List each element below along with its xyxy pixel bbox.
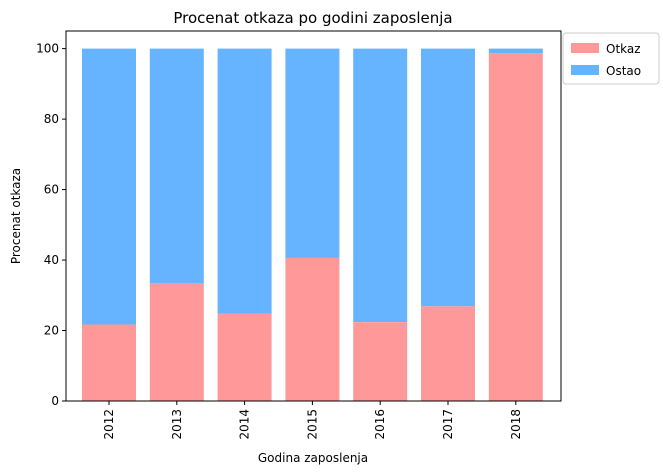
plot-frame <box>65 30 562 402</box>
y-axis-ticks: 0 20 40 60 80 100 <box>36 42 66 408</box>
bar-ostao-2018 <box>488 48 543 54</box>
bar-otkaz-2012 <box>82 324 136 401</box>
bar-ostao-2017 <box>421 48 475 307</box>
bar-otkaz-2014 <box>217 313 272 401</box>
y-tick-label: 80 <box>44 112 59 126</box>
legend-label-ostao: Ostao <box>606 64 641 78</box>
chart-title: Procenat otkaza po godini zaposlenja <box>173 9 452 27</box>
bar-ostao-2012 <box>82 48 136 325</box>
y-axis-label: Procenat otkaza <box>9 168 23 264</box>
x-tick-label: 2018 <box>509 409 523 440</box>
legend-swatch-ostao <box>571 65 599 75</box>
bar-ostao-2016 <box>353 48 408 322</box>
x-axis-label: Godina zaposlenja <box>258 451 368 465</box>
y-tick-label: 100 <box>36 42 59 56</box>
bar-ostao-2015 <box>285 48 340 258</box>
bar-ostao-2014 <box>217 48 272 314</box>
bar-otkaz-2016 <box>353 322 408 401</box>
x-tick-label: 2012 <box>102 409 116 440</box>
legend-label-otkaz: Otkaz <box>606 42 641 56</box>
y-tick-label: 0 <box>51 394 59 408</box>
bar-otkaz-2015 <box>285 257 340 401</box>
y-tick-label: 20 <box>44 324 59 338</box>
x-tick-label: 2017 <box>441 409 455 440</box>
bars-group <box>82 48 543 401</box>
y-tick-label: 60 <box>44 183 59 197</box>
x-tick-label: 2016 <box>373 409 387 440</box>
bar-ostao-2013 <box>149 48 204 284</box>
bar-otkaz-2018 <box>488 53 543 401</box>
bar-otkaz-2013 <box>149 283 204 401</box>
y-tick-label: 40 <box>44 253 59 267</box>
legend: Otkaz Ostao <box>562 32 660 85</box>
x-tick-label: 2013 <box>170 409 184 440</box>
x-tick-label: 2015 <box>305 409 319 440</box>
bar-otkaz-2017 <box>421 306 475 401</box>
x-tick-label: 2014 <box>238 409 252 440</box>
x-axis-ticks: 2012 2013 2014 2015 2016 2017 2018 <box>102 401 523 440</box>
legend-swatch-otkaz <box>571 43 599 53</box>
